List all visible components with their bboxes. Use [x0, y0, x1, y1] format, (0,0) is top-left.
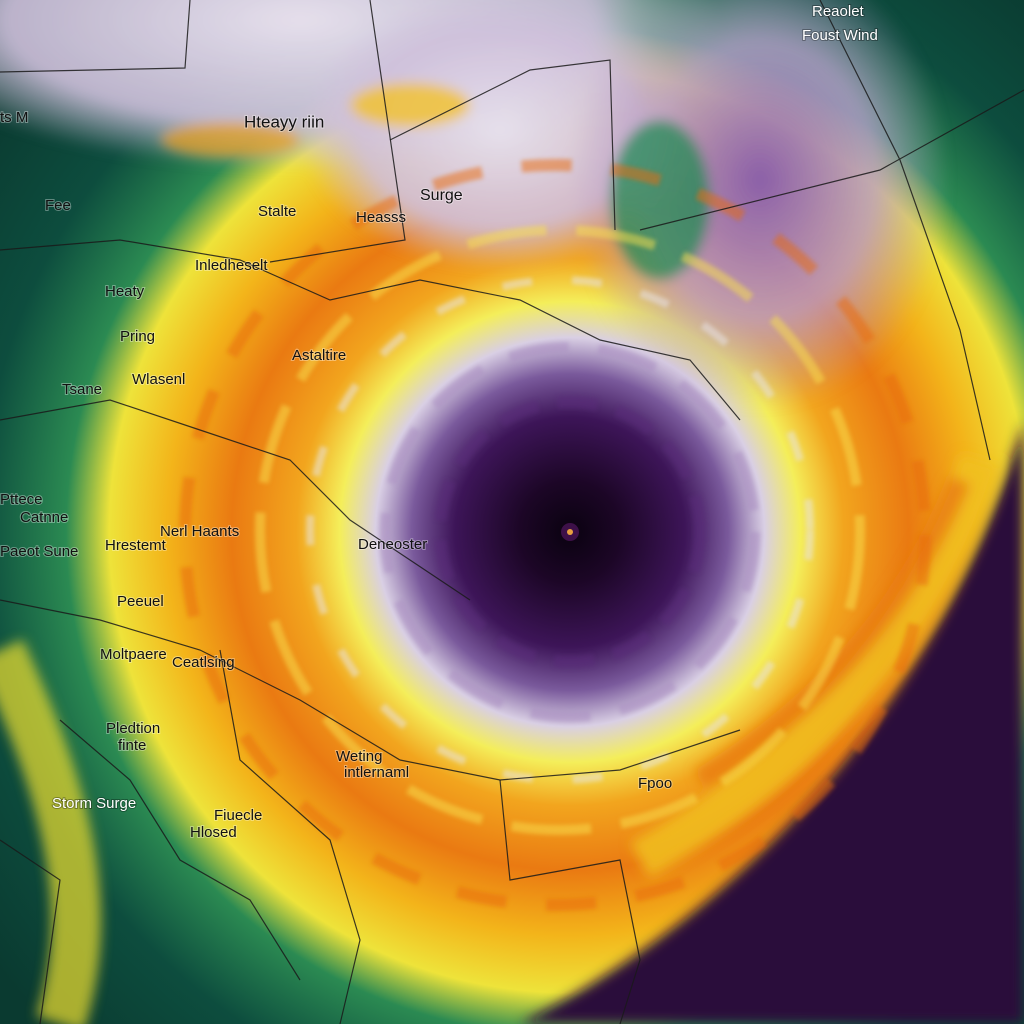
- map-label: Astaltire: [292, 347, 346, 364]
- map-label: Reaolet: [812, 3, 865, 20]
- map-label: Surge: [420, 187, 463, 204]
- map-label: Foust Wind: [802, 27, 878, 44]
- map-label: Catnne: [20, 509, 68, 526]
- map-label: Deneoster: [358, 536, 427, 553]
- map-label: Wlasenl: [132, 371, 185, 388]
- map-label: Nerl Haants: [160, 523, 239, 540]
- map-label: Fiuecle: [214, 807, 262, 824]
- map-label: intlernaml: [344, 764, 409, 781]
- map-label: Heasss: [356, 209, 406, 226]
- map-label: Pledtion: [106, 720, 160, 737]
- map-label: Stalte: [258, 203, 296, 220]
- map-label: Pring: [120, 328, 155, 345]
- map-label: Hrestemt: [105, 537, 167, 554]
- map-label: Hteayy riin: [244, 112, 324, 131]
- map-label: Paeot Sune: [0, 543, 78, 560]
- map-label: Ceatlsing: [172, 654, 235, 671]
- map-labels: Reaolet Foust Wind ts M Hteayy riin Surg…: [0, 2, 879, 842]
- map-label: Heaty: [105, 283, 145, 300]
- map-label: Tsane: [62, 381, 102, 398]
- map-label: Inledheselt: [195, 257, 268, 274]
- map-label: Pttece: [0, 491, 43, 508]
- map-label: Moltpaere: [100, 646, 167, 663]
- map-label: finte: [118, 737, 146, 754]
- map-label: Fpoo: [638, 775, 672, 792]
- map-label: ts M: [0, 109, 28, 126]
- map-label: Peeuel: [117, 593, 164, 610]
- map-label: Storm Surge: [52, 795, 136, 812]
- map-label: Hlosed: [190, 824, 237, 841]
- map-label: Fee: [45, 197, 71, 214]
- map-label: Weting: [336, 748, 382, 765]
